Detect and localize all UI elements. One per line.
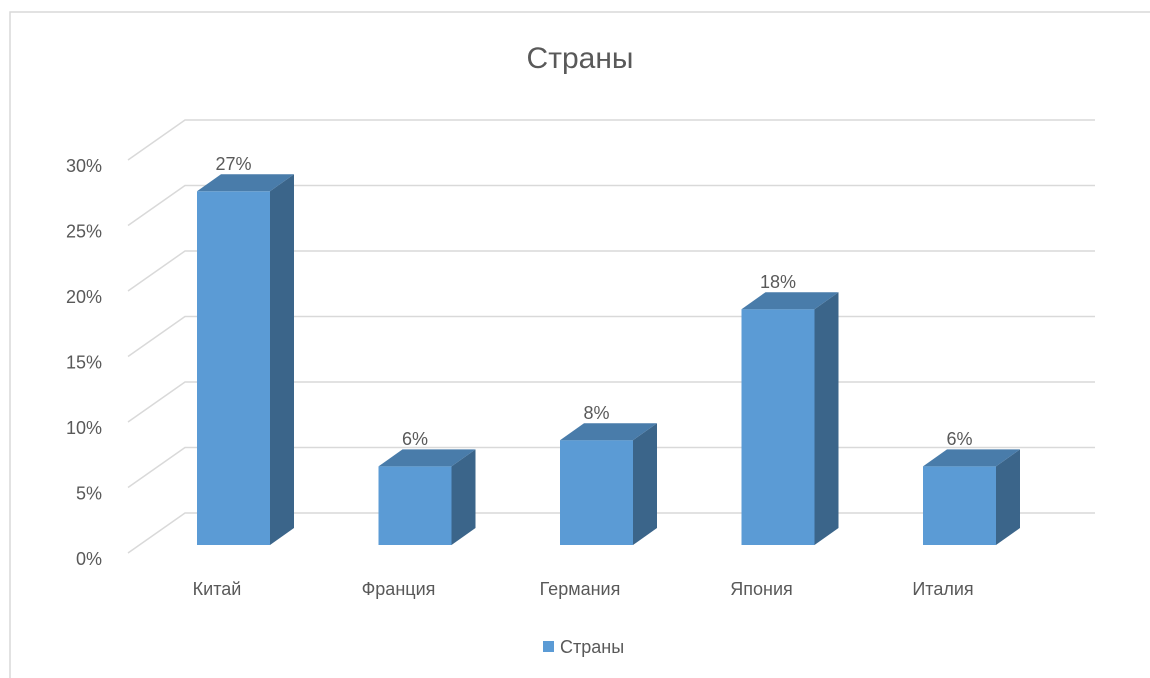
bar: [560, 440, 633, 545]
data-label: 6%: [402, 429, 428, 449]
bar-side: [633, 423, 657, 545]
data-label: 18%: [760, 272, 796, 292]
data-label: 8%: [583, 403, 609, 423]
bar-top: [923, 449, 1020, 467]
data-label: 27%: [215, 154, 251, 174]
bar-top: [741, 292, 839, 310]
data-label: 6%: [946, 429, 972, 449]
bar-side: [451, 449, 476, 545]
bar: [741, 309, 815, 545]
y-tick-label: 5%: [76, 483, 102, 503]
bar: [378, 466, 452, 545]
chart-title: Страны: [527, 42, 634, 75]
x-tick-label: Италия: [912, 579, 973, 599]
x-tick-label: Франция: [362, 579, 436, 599]
y-tick-label: 30%: [66, 156, 102, 176]
grid-line: [127, 184, 1095, 227]
x-tick-label: Япония: [730, 579, 793, 599]
grid-line: [127, 250, 1095, 292]
y-tick-label: 20%: [66, 287, 102, 307]
legend-label: Страны: [560, 637, 624, 657]
bar-side: [814, 292, 839, 545]
bar-side: [270, 174, 294, 546]
grid-line: [127, 119, 1095, 161]
x-tick-label: Германия: [540, 579, 621, 599]
bar-top: [197, 174, 294, 192]
bar: [197, 191, 270, 546]
chart-frame: [9, 11, 1150, 678]
bar-side: [996, 449, 1020, 545]
y-tick-label: 10%: [66, 418, 102, 438]
x-tick-label: Китай: [193, 579, 242, 599]
y-tick-label: 0%: [76, 549, 102, 569]
bar: [923, 466, 996, 545]
legend-swatch: [543, 641, 554, 652]
y-tick-label: 15%: [66, 352, 102, 372]
bar-top: [560, 423, 657, 441]
y-tick-label: 25%: [66, 221, 102, 241]
bar-top: [378, 449, 476, 467]
